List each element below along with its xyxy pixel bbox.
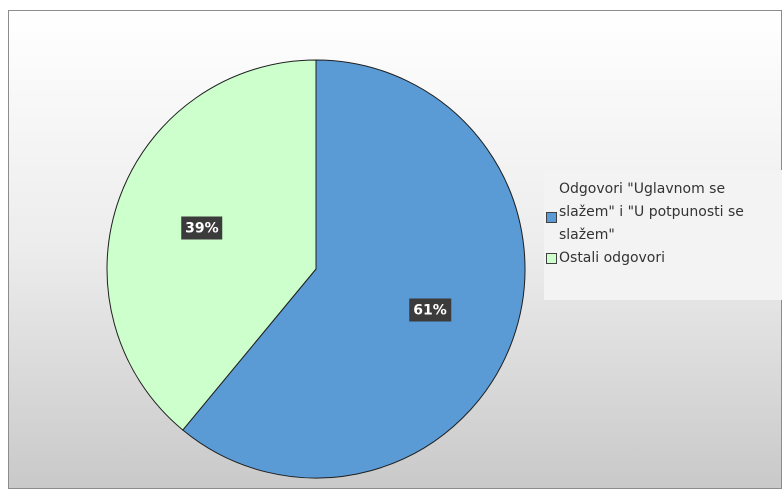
legend-swatch-agree — [546, 212, 557, 223]
legend-item-agree: Odgovori "Uglavnom se slažem" i "U potpu… — [546, 178, 774, 247]
legend-label-other: Ostali odgovori — [559, 250, 666, 266]
legend: Odgovori "Uglavnom se slažem" i "U potpu… — [544, 170, 782, 300]
legend-item-other: Ostali odgovori — [546, 247, 774, 270]
data-label-other: 39% — [181, 216, 223, 240]
legend-swatch-other — [546, 253, 557, 264]
legend-label-agree: Odgovori "Uglavnom se slažem" i "U potpu… — [559, 181, 744, 243]
data-label-agree: 61% — [409, 298, 451, 322]
pie-slice-agree — [182, 59, 526, 479]
pie-slice-other — [106, 59, 317, 431]
